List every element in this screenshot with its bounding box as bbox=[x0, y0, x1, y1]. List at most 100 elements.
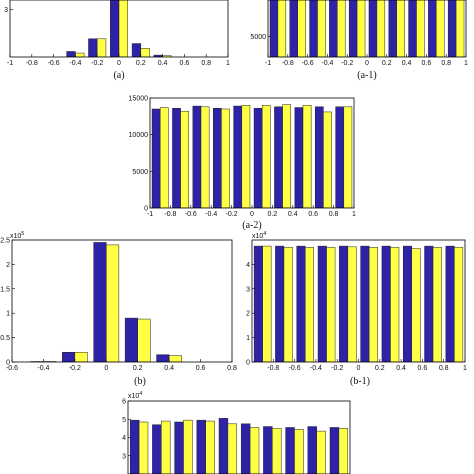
bar-s2-2 bbox=[180, 110, 190, 208]
bar-s1-8 bbox=[408, 0, 417, 57]
x-tick-label: -0.8 bbox=[282, 60, 294, 67]
bar-s2-6 bbox=[368, 247, 378, 362]
bar-s2-5 bbox=[356, 0, 366, 57]
bar-s1-6 bbox=[240, 423, 251, 474]
x-tick-label: -0.8 bbox=[267, 365, 279, 372]
bar-s2-5 bbox=[118, 0, 128, 57]
x-tick-label: 0.8 bbox=[329, 211, 339, 218]
bar-s1-3 bbox=[174, 421, 184, 474]
bar-s2-8 bbox=[302, 105, 312, 208]
x-tick-label: -1 bbox=[7, 60, 13, 67]
x-tick-label: -0.6 bbox=[289, 365, 301, 372]
bars bbox=[30, 242, 182, 362]
x-tick-label: 1 bbox=[352, 211, 356, 218]
x-tick-label: 0.4 bbox=[158, 60, 168, 67]
x-tick-label: 0.2 bbox=[382, 60, 392, 67]
bar-s1-9 bbox=[428, 0, 437, 57]
x-tick-label: -0.6 bbox=[302, 60, 314, 67]
x-tick-label: 0.6 bbox=[180, 60, 190, 67]
x-tick-label: 0 bbox=[365, 60, 369, 67]
x-tick-label: 0.4 bbox=[164, 365, 174, 372]
bar-s2-5 bbox=[168, 355, 182, 362]
x-tick-label: 0 bbox=[117, 60, 121, 67]
bar-s1-4 bbox=[329, 0, 338, 57]
bar-s2-5 bbox=[347, 246, 357, 362]
y-exponent-label: x105 bbox=[10, 231, 24, 240]
bar-s2-1 bbox=[159, 107, 169, 208]
bar-s1-7 bbox=[388, 0, 397, 57]
panel-caption: (b) bbox=[134, 376, 146, 387]
bars bbox=[253, 245, 464, 362]
bar-s2-7 bbox=[282, 104, 292, 208]
bar-s1-1 bbox=[253, 245, 263, 362]
bar-s2-9 bbox=[436, 0, 445, 57]
x-tick-label: -0.2 bbox=[331, 365, 343, 372]
bar-s1-3 bbox=[93, 242, 107, 362]
bar-s1-4 bbox=[88, 38, 98, 57]
bar-s1-7 bbox=[381, 245, 391, 362]
bar-s1-9 bbox=[424, 245, 434, 362]
y-tick-label: 5 bbox=[122, 417, 126, 424]
bar-s1-8 bbox=[294, 107, 304, 208]
bar-s2-6 bbox=[261, 105, 271, 208]
x-tick-label: 0.4 bbox=[402, 60, 412, 67]
bar-s1-5 bbox=[233, 105, 243, 208]
bar-s2-4 bbox=[137, 318, 151, 362]
bar-s2-6 bbox=[140, 48, 150, 57]
bar-s2-7 bbox=[396, 0, 405, 57]
x-tick-label: -0.2 bbox=[341, 60, 353, 67]
bars bbox=[129, 418, 349, 474]
x-tick-label: 0.6 bbox=[196, 365, 206, 372]
bar-s1-4 bbox=[196, 419, 206, 474]
y-exponent-label: x104 bbox=[128, 391, 142, 400]
x-tick-label: -1 bbox=[147, 211, 153, 218]
bar-s1-10 bbox=[445, 245, 455, 362]
bar-s2-1 bbox=[262, 245, 272, 362]
bar-s1-9 bbox=[314, 106, 324, 208]
bar-s1-10 bbox=[447, 0, 457, 57]
bar-s2-1 bbox=[138, 421, 149, 474]
x-tick-label: 0.8 bbox=[201, 60, 211, 67]
panel-5: -0.8 -0.6 -0.4 -0.2 0 0.2 0.4 0.6 0.8 1 0 1 2 3 4 x104 (… bbox=[246, 231, 467, 387]
bar-s2-9 bbox=[323, 111, 332, 208]
bar-s2-8 bbox=[416, 0, 425, 57]
bar-s2-2 bbox=[74, 351, 88, 362]
bar-s1-2 bbox=[275, 245, 285, 362]
bar-s2-6 bbox=[376, 0, 386, 57]
y-tick-label: 2 bbox=[6, 262, 10, 269]
bar-s1-10 bbox=[335, 106, 345, 208]
y-tick-label: 2.5 bbox=[0, 238, 10, 245]
x-tick-label: -0.4 bbox=[205, 211, 217, 218]
x-tick-label: 0.2 bbox=[136, 60, 146, 67]
x-tick-label: 0.8 bbox=[441, 60, 451, 67]
panel-1: -1 -0.8 -0.6 -0.4 -0.2 0 0.2 0.4 0.6 0.8 1 3 (a) bbox=[4, 0, 230, 81]
bar-s2-3 bbox=[106, 244, 120, 362]
bar-s1-10 bbox=[329, 427, 340, 474]
x-tick-label: -0.4 bbox=[321, 60, 333, 67]
panel-caption: (a-2) bbox=[242, 220, 261, 231]
bar-s1-8 bbox=[285, 427, 295, 474]
bar-s1-2 bbox=[62, 351, 76, 362]
x-tick-label: 1 bbox=[464, 60, 468, 67]
x-tick-label: -0.8 bbox=[26, 60, 38, 67]
bar-s2-8 bbox=[294, 429, 304, 474]
x-tick-label: 0.2 bbox=[375, 365, 385, 372]
bar-s1-3 bbox=[66, 51, 76, 57]
bar-s1-3 bbox=[296, 245, 306, 362]
x-tick-label: -1 bbox=[265, 60, 271, 67]
bar-s1-2 bbox=[289, 0, 298, 57]
bar-s1-1 bbox=[269, 0, 279, 57]
bar-s2-3 bbox=[75, 52, 85, 57]
bar-s2-2 bbox=[161, 420, 171, 474]
y-tick-label: 4 bbox=[246, 262, 250, 269]
y-tick-label: 6 bbox=[122, 399, 126, 406]
bars bbox=[151, 104, 353, 208]
bar-s1-4 bbox=[317, 245, 327, 362]
bar-s1-3 bbox=[192, 105, 202, 208]
y-tick-label: 10000 bbox=[129, 132, 149, 139]
bar-s2-5 bbox=[241, 105, 251, 208]
bar-s2-7 bbox=[272, 428, 282, 474]
x-tick-label: 0.8 bbox=[439, 365, 449, 372]
panel-caption: (a-1) bbox=[357, 70, 376, 81]
